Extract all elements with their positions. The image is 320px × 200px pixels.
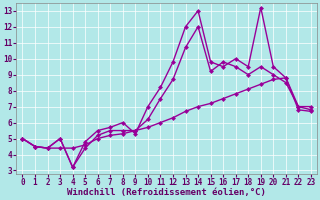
X-axis label: Windchill (Refroidissement éolien,°C): Windchill (Refroidissement éolien,°C) — [67, 188, 266, 197]
